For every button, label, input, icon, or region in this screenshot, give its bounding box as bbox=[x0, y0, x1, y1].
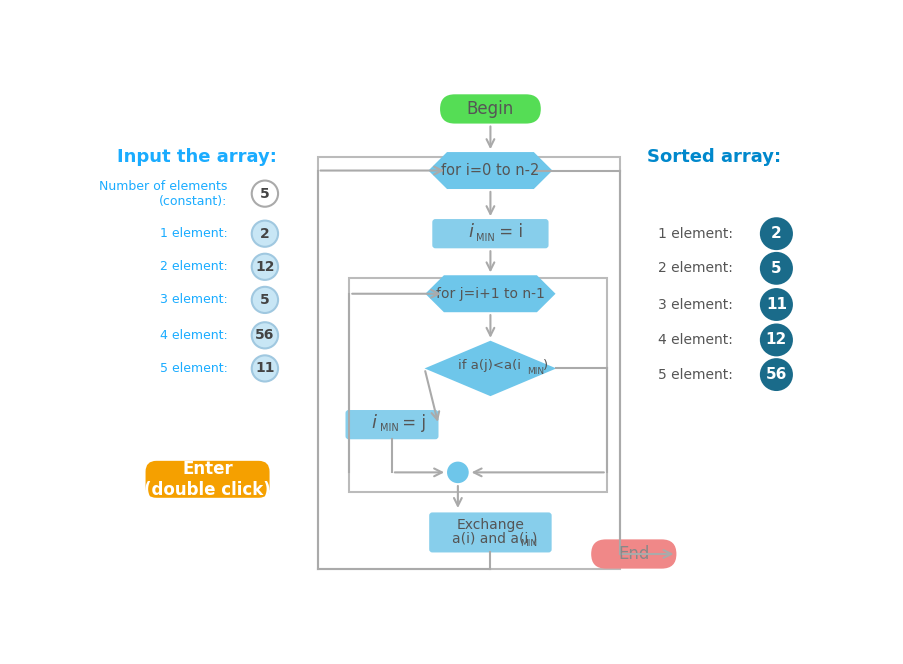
FancyBboxPatch shape bbox=[432, 219, 548, 248]
Circle shape bbox=[760, 218, 791, 249]
Polygon shape bbox=[424, 276, 555, 312]
Text: ): ) bbox=[532, 532, 537, 546]
Text: 11: 11 bbox=[255, 361, 275, 375]
Text: for i=0 to n-2: for i=0 to n-2 bbox=[441, 163, 539, 178]
Text: 5: 5 bbox=[260, 293, 269, 307]
Text: 1 element:: 1 element: bbox=[657, 226, 732, 240]
Polygon shape bbox=[428, 152, 552, 189]
Text: 5 element:: 5 element: bbox=[657, 368, 732, 382]
Text: Sorted array:: Sorted array: bbox=[646, 147, 780, 166]
Text: ): ) bbox=[543, 359, 547, 372]
Text: 5 element:: 5 element: bbox=[160, 362, 228, 375]
Circle shape bbox=[760, 253, 791, 284]
Text: 2 element:: 2 element: bbox=[160, 260, 228, 274]
Bar bbox=[317, 157, 619, 570]
Text: 11: 11 bbox=[765, 297, 786, 312]
Text: Enter
(double click): Enter (double click) bbox=[144, 460, 271, 499]
Circle shape bbox=[251, 254, 278, 280]
Text: = i: = i bbox=[494, 223, 523, 241]
FancyBboxPatch shape bbox=[440, 94, 540, 124]
Circle shape bbox=[251, 287, 278, 313]
Text: End: End bbox=[618, 545, 648, 563]
Text: MIN: MIN bbox=[476, 232, 495, 242]
Text: Exchange: Exchange bbox=[456, 518, 524, 532]
Text: i: i bbox=[371, 414, 377, 432]
Text: MIN: MIN bbox=[519, 539, 536, 548]
FancyBboxPatch shape bbox=[591, 539, 675, 568]
Text: Number of elements
(constant):: Number of elements (constant): bbox=[99, 180, 228, 208]
Text: 2 element:: 2 element: bbox=[657, 262, 732, 276]
Text: a(i) and a(i: a(i) and a(i bbox=[452, 532, 527, 546]
Text: MIN: MIN bbox=[379, 424, 398, 434]
Bar bbox=[349, 278, 606, 493]
Text: if a(j)<a(i: if a(j)<a(i bbox=[457, 359, 520, 372]
Text: 2: 2 bbox=[260, 226, 269, 240]
Text: 4 element:: 4 element: bbox=[160, 329, 228, 342]
Circle shape bbox=[251, 220, 278, 247]
Text: 3 element:: 3 element: bbox=[160, 293, 228, 306]
Text: MIN: MIN bbox=[527, 367, 545, 376]
Text: Begin: Begin bbox=[466, 100, 514, 118]
Text: 3 element:: 3 element: bbox=[657, 297, 732, 311]
Circle shape bbox=[760, 325, 791, 355]
Circle shape bbox=[251, 181, 278, 207]
Text: i: i bbox=[469, 223, 473, 241]
Text: 5: 5 bbox=[260, 187, 269, 201]
Polygon shape bbox=[424, 341, 555, 396]
Text: for j=i+1 to n-1: for j=i+1 to n-1 bbox=[435, 287, 545, 301]
FancyBboxPatch shape bbox=[429, 513, 551, 552]
Text: 12: 12 bbox=[765, 333, 787, 347]
Text: Input the array:: Input the array: bbox=[116, 147, 276, 166]
Text: 12: 12 bbox=[255, 260, 275, 274]
Text: 1 element:: 1 element: bbox=[160, 227, 228, 240]
Text: = j: = j bbox=[397, 414, 426, 432]
Circle shape bbox=[251, 322, 278, 349]
Text: 4 element:: 4 element: bbox=[657, 333, 732, 347]
Text: 56: 56 bbox=[255, 328, 275, 343]
FancyBboxPatch shape bbox=[145, 461, 269, 498]
FancyBboxPatch shape bbox=[345, 410, 438, 440]
Circle shape bbox=[760, 359, 791, 390]
Text: 56: 56 bbox=[765, 367, 787, 382]
Text: 5: 5 bbox=[770, 261, 781, 276]
Text: 2: 2 bbox=[770, 226, 781, 241]
Circle shape bbox=[446, 461, 469, 483]
Circle shape bbox=[760, 289, 791, 320]
Circle shape bbox=[251, 355, 278, 382]
